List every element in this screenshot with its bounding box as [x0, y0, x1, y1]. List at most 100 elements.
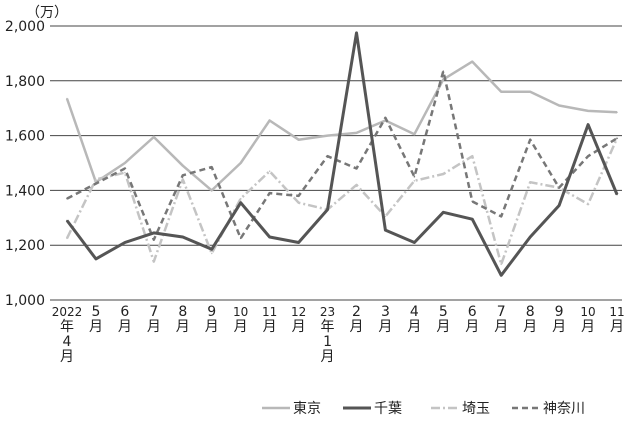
data-point	[413, 175, 416, 178]
data-point	[95, 258, 97, 260]
data-point	[413, 180, 416, 182]
data-point	[587, 123, 589, 126]
data-point	[558, 204, 560, 207]
series-lines	[65, 31, 619, 277]
data-point	[66, 197, 68, 200]
data-point	[66, 237, 68, 240]
data-point	[239, 162, 242, 164]
data-point	[471, 60, 474, 63]
data-point	[442, 211, 445, 214]
y-unit-label: （万）	[26, 5, 68, 21]
data-point	[95, 182, 97, 185]
data-point	[124, 162, 126, 164]
data-point	[558, 104, 560, 107]
data-point	[210, 252, 213, 255]
data-point	[471, 155, 474, 157]
data-point	[529, 138, 531, 141]
y-tick-label: 1,200	[5, 238, 45, 254]
x-tick-label: 10 月	[233, 305, 248, 335]
data-point	[297, 195, 300, 197]
data-point	[210, 248, 213, 251]
data-point	[558, 186, 560, 189]
data-point	[413, 133, 416, 136]
x-tick-label: 10 月	[580, 305, 595, 335]
data-point	[355, 184, 358, 186]
data-point	[500, 263, 503, 266]
data-point	[124, 241, 126, 244]
data-point	[355, 167, 358, 170]
series-line	[65, 31, 619, 277]
legend-label: 東京	[293, 401, 321, 417]
data-point	[471, 218, 474, 220]
data-point	[181, 178, 184, 181]
data-point	[326, 208, 329, 211]
data-point	[124, 167, 126, 170]
y-tick-label: 2,000	[5, 19, 45, 35]
data-point	[268, 119, 271, 122]
data-point	[153, 260, 155, 263]
data-point	[587, 155, 589, 157]
data-point	[384, 116, 387, 119]
data-point	[268, 170, 271, 173]
y-tick-label: 1,800	[5, 74, 45, 90]
data-point	[239, 237, 242, 240]
legend-label: 千葉	[374, 401, 402, 417]
data-point	[210, 166, 213, 168]
data-point	[153, 136, 155, 138]
y-axis-ticks: 1,000 1,200 1,400 1,600 1,800 2,000	[5, 19, 45, 309]
data-point	[355, 132, 358, 134]
series-line	[66, 69, 618, 241]
data-point	[413, 241, 416, 244]
data-point	[500, 90, 503, 93]
data-point	[326, 134, 329, 137]
data-point	[210, 189, 213, 192]
data-point	[153, 232, 155, 234]
data-point	[66, 219, 68, 222]
data-point	[500, 215, 503, 218]
data-point	[181, 174, 184, 177]
y-tick-label: 1,400	[5, 183, 45, 199]
data-point	[529, 181, 531, 183]
x-tick-label: 23 年 1 月	[320, 305, 335, 365]
data-point	[442, 70, 445, 73]
data-point	[587, 110, 589, 112]
data-point	[442, 78, 445, 81]
data-point	[529, 90, 531, 93]
data-point	[326, 155, 329, 157]
series-line	[65, 60, 618, 192]
data-point	[297, 138, 300, 141]
data-point	[442, 173, 445, 175]
data-point	[181, 236, 184, 238]
data-point	[95, 178, 97, 181]
x-tick-label: 12 月	[291, 305, 306, 335]
data-point	[587, 203, 589, 205]
data-point	[297, 201, 300, 204]
series-line	[65, 137, 619, 266]
data-point	[239, 197, 242, 200]
data-point	[268, 192, 271, 194]
x-tick-label: 11 月	[609, 305, 624, 335]
data-point	[66, 97, 68, 100]
legend-label: 埼玉	[462, 401, 490, 417]
x-tick-label: 11 月	[262, 305, 277, 335]
data-point	[529, 236, 531, 238]
data-point	[239, 201, 242, 204]
legend: 東京 千葉 埼玉 神奈川	[262, 401, 585, 417]
data-point	[616, 137, 618, 140]
data-point	[384, 215, 387, 218]
data-point	[268, 236, 271, 238]
data-point	[616, 111, 618, 114]
